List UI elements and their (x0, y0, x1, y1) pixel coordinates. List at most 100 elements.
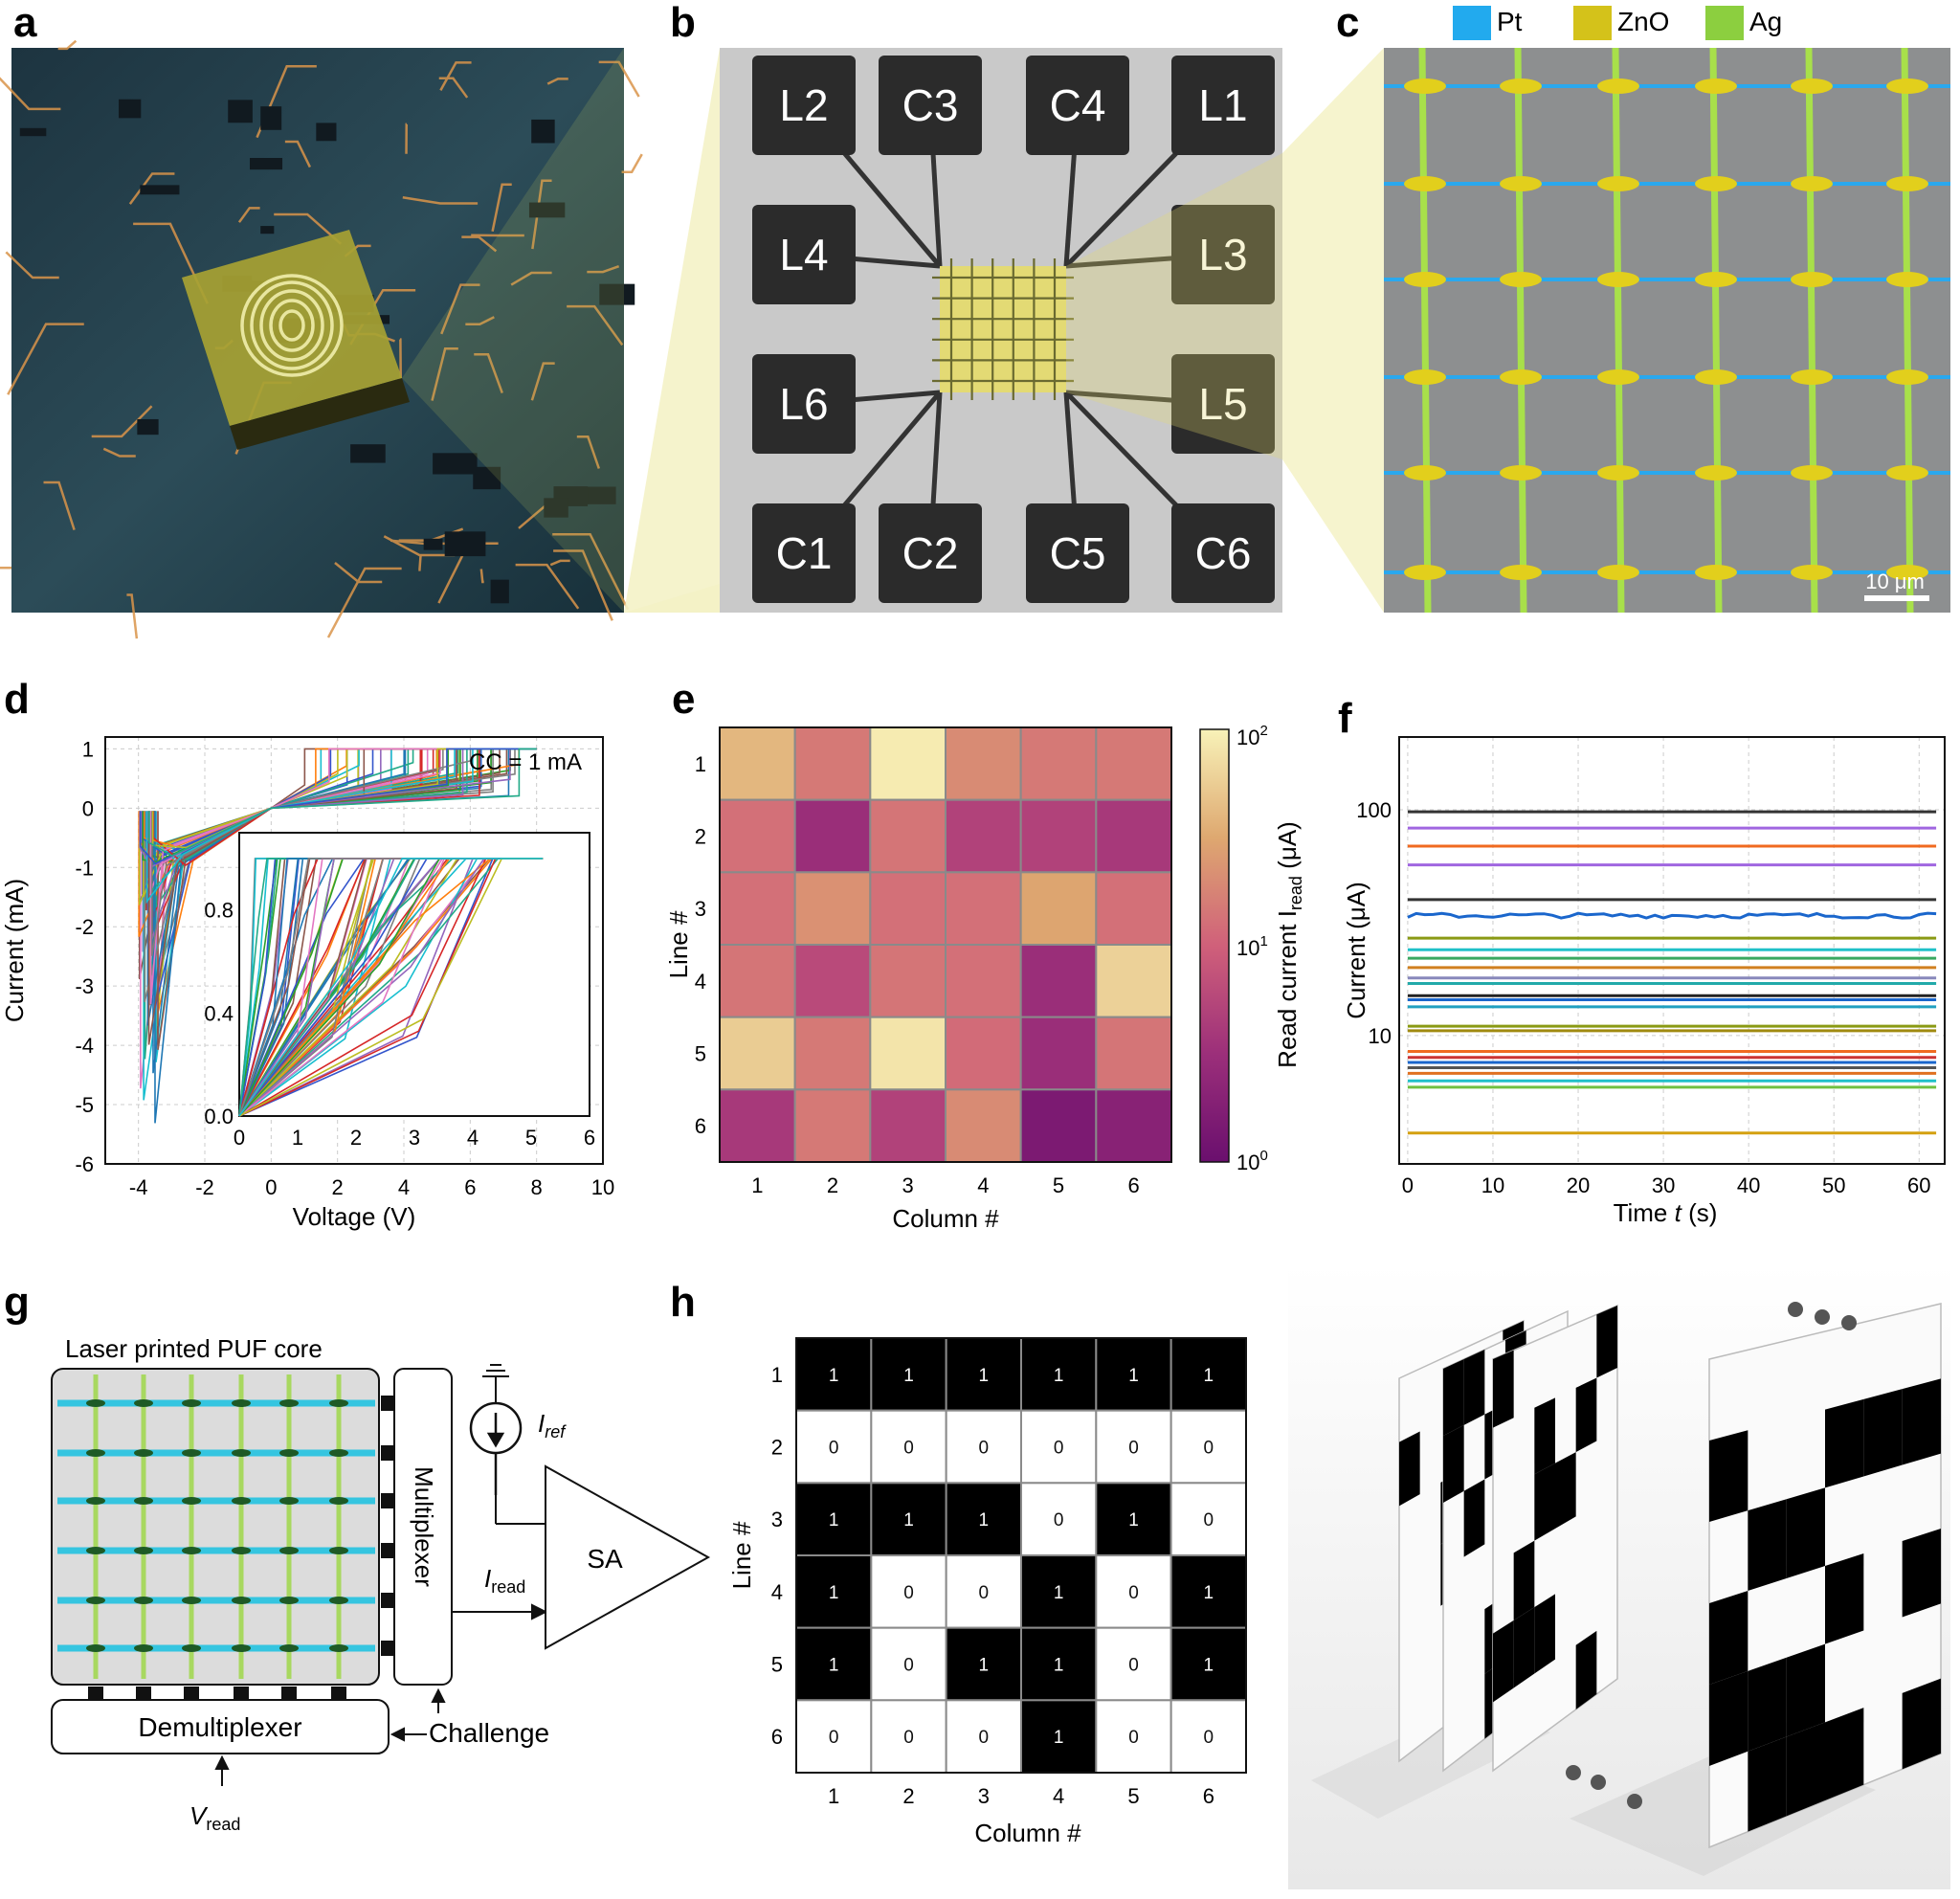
demultiplexer-block (51, 1699, 390, 1754)
zno-junction (1886, 176, 1928, 191)
zno-junction (1886, 272, 1928, 287)
trace (284, 140, 312, 168)
g-junction (232, 1399, 251, 1407)
sheet-cell (1825, 1398, 1864, 1488)
pad-l1 (1171, 56, 1275, 155)
bit-sheet (1708, 1303, 1942, 1849)
legend-swatch-ag (1705, 6, 1744, 40)
trace (440, 283, 480, 335)
component (350, 444, 386, 463)
h-ytick: 3 (771, 1508, 783, 1531)
g-junction (86, 1644, 105, 1652)
h-xtick: 5 (1127, 1784, 1139, 1808)
ag-line (1418, 47, 1432, 614)
sheet-cell (1786, 1722, 1825, 1817)
zoom-wedge-a-b (624, 48, 720, 613)
h-ylabel: Line # (727, 1521, 756, 1589)
g-junction (232, 1644, 251, 1652)
d-xtick: 4 (398, 1175, 410, 1199)
e-ytick: 2 (695, 825, 706, 849)
g-junction (86, 1449, 105, 1457)
g-pin (281, 1687, 297, 1700)
g-junction (329, 1497, 348, 1505)
d-xtick: 10 (591, 1175, 614, 1199)
h-bit: 1 (1054, 1583, 1064, 1603)
g-junction (86, 1597, 105, 1604)
h-cell (1020, 1699, 1098, 1775)
chip (182, 230, 402, 426)
trace (510, 271, 552, 286)
d-xtick: 8 (531, 1175, 543, 1199)
g-junction (279, 1497, 299, 1505)
component (490, 579, 509, 604)
pad-label: C3 (902, 80, 959, 130)
zno-junction (1500, 565, 1542, 580)
f-xtick: 50 (1822, 1173, 1845, 1197)
pad-label: L6 (779, 379, 828, 429)
trace (237, 207, 260, 223)
d-ytick: 0 (82, 796, 94, 820)
panel-i-illustration (1288, 1263, 1950, 1889)
h-bit: 1 (1128, 1510, 1139, 1530)
zno-junction (1597, 369, 1639, 385)
e-cell (945, 871, 1022, 946)
h-bit: 0 (1204, 1728, 1214, 1748)
e-cell (719, 798, 796, 874)
trace (91, 405, 153, 438)
h-bit: 0 (1128, 1583, 1139, 1603)
h-bit: 0 (903, 1439, 914, 1459)
pad-l5 (1171, 354, 1275, 454)
trace (515, 563, 580, 610)
d-inset: 0 1 2 3 4 5 6 0.0 0.4 0.8 (204, 832, 595, 1150)
g-junction (232, 1449, 251, 1457)
e-cell (869, 726, 947, 801)
h-bit: 0 (979, 1728, 990, 1748)
e-ylabel: Line # (664, 910, 693, 978)
zno-junction (1791, 565, 1833, 580)
e-cell (1095, 726, 1173, 801)
sheet-cell (1825, 1553, 1864, 1644)
e-cell (793, 798, 872, 874)
sheet-cell (1596, 1306, 1617, 1378)
zno-junction (1597, 78, 1639, 94)
panel-h-bitmap: 1 1 1 1 1 1 0 0 0 0 0 0 1 1 1 0 1 0 1 0 0 1 0 1 1 0 1 1 0 1 0 0 0 1 0 0 1 2 3… (727, 1337, 1247, 1847)
d-ytick: -4 (75, 1034, 94, 1058)
h-bit: 1 (829, 1656, 839, 1676)
g-junction (329, 1449, 348, 1457)
h-cell (1020, 1626, 1098, 1702)
d-inset-curve (238, 858, 544, 1117)
trace (491, 183, 512, 232)
zno-junction (1695, 465, 1737, 480)
multiplexer-label: Multiplexer (410, 1466, 438, 1587)
d-inset-ytick: 0.4 (204, 1001, 234, 1025)
legend-label-zno: ZnO (1617, 7, 1669, 36)
sa-label: SA (587, 1544, 623, 1574)
h-cell (1020, 1337, 1098, 1412)
g-junction (329, 1547, 348, 1554)
component (250, 158, 283, 170)
d-xtick: -2 (195, 1175, 214, 1199)
zno-junction (1695, 565, 1737, 580)
sheet-cell (1493, 1350, 1514, 1428)
trace (438, 77, 469, 99)
zoom-wedge-b-c (1282, 48, 1384, 613)
trace (402, 196, 479, 205)
g-junction (134, 1399, 153, 1407)
panel-f-retention-chart: 0 10 20 30 40 50 60 100 10 Time t (s) Current (μ… (1342, 736, 1946, 1227)
h-cell (870, 1337, 947, 1412)
d-inset-xtick: 5 (525, 1126, 537, 1150)
zno-junction (1404, 176, 1446, 191)
panel-label-h: h (670, 1279, 696, 1326)
trace (530, 362, 555, 401)
e-cell (793, 1016, 872, 1091)
d-inset-xtick: 0 (234, 1126, 245, 1150)
sheet-cell (1902, 1378, 1941, 1465)
trace (5, 251, 59, 279)
e-colorbar-tick: 102 (1236, 723, 1268, 749)
g-junction (182, 1399, 201, 1407)
d-inset-xtick: 2 (350, 1126, 362, 1150)
zno-junction (1500, 369, 1542, 385)
g-junction (182, 1497, 201, 1505)
g-junction (279, 1644, 299, 1652)
